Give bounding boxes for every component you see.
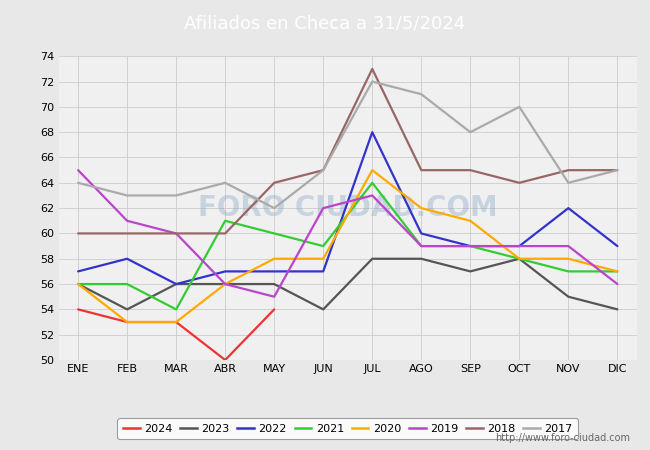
Text: Afiliados en Checa a 31/5/2024: Afiliados en Checa a 31/5/2024 — [185, 14, 465, 33]
Legend: 2024, 2023, 2022, 2021, 2020, 2019, 2018, 2017: 2024, 2023, 2022, 2021, 2020, 2019, 2018… — [118, 418, 578, 440]
Text: http://www.foro-ciudad.com: http://www.foro-ciudad.com — [495, 433, 630, 443]
Text: FORO CIUDAD.COM: FORO CIUDAD.COM — [198, 194, 497, 222]
